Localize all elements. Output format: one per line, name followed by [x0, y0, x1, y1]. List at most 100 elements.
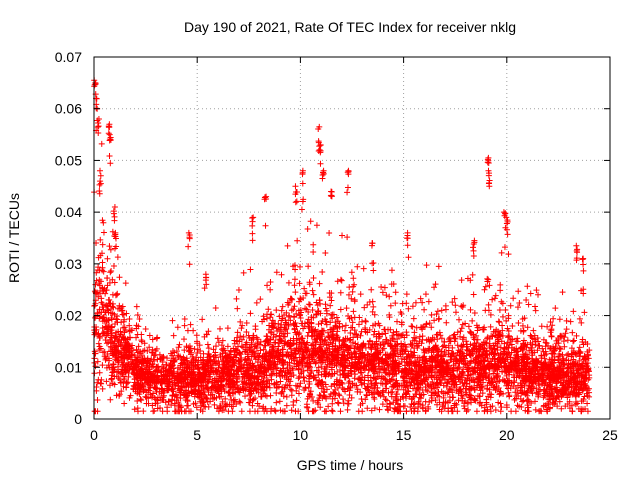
data-point — [549, 390, 556, 397]
data-point — [519, 368, 526, 375]
data-point — [326, 229, 333, 236]
data-point — [355, 408, 362, 415]
data-point — [120, 324, 127, 331]
data-point — [234, 367, 241, 374]
data-point — [513, 385, 520, 392]
data-point — [106, 243, 113, 250]
data-point — [443, 359, 450, 366]
data-point — [431, 317, 438, 324]
data-point — [325, 341, 332, 348]
data-point — [133, 334, 140, 341]
data-point — [238, 325, 245, 332]
data-point — [345, 291, 352, 298]
data-point — [249, 397, 256, 404]
data-point — [291, 276, 298, 283]
data-point — [411, 337, 418, 344]
data-point — [277, 367, 284, 374]
data-point — [446, 334, 453, 341]
data-point — [100, 219, 107, 226]
data-point — [307, 364, 314, 371]
data-point — [545, 401, 552, 408]
data-point — [368, 286, 375, 293]
data-point — [425, 362, 432, 369]
data-point — [108, 376, 115, 383]
data-point — [246, 408, 253, 415]
data-point — [316, 297, 323, 304]
data-point — [145, 400, 152, 407]
data-point — [322, 249, 329, 256]
data-point — [260, 346, 267, 353]
data-point — [118, 349, 125, 356]
data-point — [200, 391, 207, 398]
data-point — [383, 292, 390, 299]
data-point — [560, 371, 567, 378]
data-point — [525, 385, 532, 392]
data-point — [530, 327, 537, 334]
data-point — [539, 345, 546, 352]
data-point — [183, 355, 190, 362]
data-point — [303, 401, 310, 408]
data-point — [370, 368, 377, 375]
data-point — [153, 388, 160, 395]
data-point — [411, 329, 418, 336]
data-point — [105, 317, 112, 324]
data-point — [212, 349, 219, 356]
data-point — [293, 310, 300, 317]
data-point — [310, 241, 317, 248]
data-point — [269, 366, 276, 373]
data-point — [94, 358, 101, 365]
data-point — [214, 335, 221, 342]
data-point — [329, 400, 336, 407]
data-point — [573, 380, 580, 387]
data-point — [226, 351, 233, 358]
data-point — [484, 363, 491, 370]
data-point — [425, 405, 432, 412]
data-point — [536, 382, 543, 389]
data-point — [521, 361, 528, 368]
data-point — [243, 329, 250, 336]
data-point — [323, 408, 330, 415]
data-point — [533, 287, 540, 294]
data-point — [583, 374, 590, 381]
data-point — [562, 330, 569, 337]
data-point — [348, 295, 355, 302]
data-point — [474, 336, 481, 343]
data-point — [381, 284, 388, 291]
data-point — [564, 394, 571, 401]
data-point — [538, 372, 545, 379]
data-point — [565, 360, 572, 367]
data-point — [225, 388, 232, 395]
data-point — [198, 402, 205, 409]
data-point — [263, 353, 270, 360]
data-point — [260, 378, 267, 385]
data-point — [371, 328, 378, 335]
data-point — [278, 307, 285, 314]
data-point — [127, 392, 134, 399]
data-point — [572, 401, 579, 408]
data-point — [98, 380, 105, 387]
data-point — [580, 397, 587, 404]
data-point — [295, 408, 302, 415]
data-point — [551, 385, 558, 392]
data-point — [177, 395, 184, 402]
data-point — [467, 306, 474, 313]
data-point — [503, 343, 510, 350]
data-point — [558, 405, 565, 412]
data-point — [224, 401, 231, 408]
data-point — [452, 355, 459, 362]
data-point — [306, 354, 313, 361]
data-point — [282, 338, 289, 345]
data-point — [412, 299, 419, 306]
data-point — [435, 316, 442, 323]
data-point — [263, 333, 270, 340]
data-point — [479, 362, 486, 369]
data-point — [219, 407, 226, 414]
data-point — [342, 388, 349, 395]
data-point — [481, 286, 488, 293]
data-point — [364, 405, 371, 412]
data-point — [375, 330, 382, 337]
data-point — [277, 378, 284, 385]
data-point — [329, 358, 336, 365]
data-point — [529, 341, 536, 348]
data-point — [481, 339, 488, 346]
